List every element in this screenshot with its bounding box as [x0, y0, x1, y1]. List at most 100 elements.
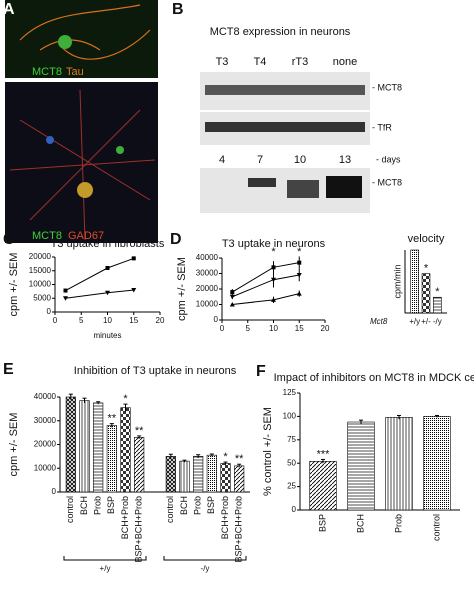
- days-label: - days: [376, 154, 401, 164]
- marker: [131, 288, 137, 293]
- x-tick-label: control: [431, 514, 441, 541]
- group-label: -/y: [201, 564, 210, 573]
- y-tick-label: 30000: [196, 269, 219, 278]
- panel-letter: A: [3, 1, 15, 18]
- bar: [410, 249, 419, 314]
- day-label: 7: [257, 154, 263, 166]
- bar: [421, 273, 431, 314]
- day-label: 4: [219, 154, 225, 166]
- bar: [347, 421, 375, 511]
- y-tick-label: 50: [287, 458, 296, 467]
- significance: **: [108, 413, 117, 425]
- panel-letter: D: [170, 231, 182, 248]
- significance: *: [424, 263, 429, 275]
- y-tick-label: 20000: [34, 440, 57, 449]
- significance: **: [135, 425, 144, 437]
- cell: [116, 146, 124, 154]
- band: [205, 122, 365, 132]
- chart-title: Inhibition of T3 uptake in neurons: [74, 365, 237, 377]
- lane-label: T3: [216, 56, 229, 68]
- stain-label: GAD67: [68, 230, 104, 242]
- bar: [234, 465, 245, 493]
- bar: [106, 425, 117, 493]
- lane-label: none: [333, 56, 357, 68]
- bar: [179, 460, 190, 493]
- blot-title: MCT8 expression in neurons: [210, 26, 351, 38]
- bar: [65, 396, 76, 493]
- x-tick-label: BSP: [106, 496, 116, 514]
- day-label: 13: [339, 154, 351, 166]
- group-label: +/y: [100, 564, 111, 573]
- x-tick-label: 0: [220, 324, 225, 333]
- panel-b: MCT8 expression in neurons - MCT8 - TfR …: [200, 26, 402, 213]
- marker: [271, 277, 276, 283]
- panel-letter: E: [3, 361, 14, 378]
- y-axis-label: % control +/- SEM: [262, 407, 274, 496]
- x-tick-label: Prob: [393, 514, 403, 533]
- panel-a: MCT8 Tau MCT8 GAD67: [5, 0, 158, 243]
- band-label: - MCT8: [372, 177, 402, 187]
- group-bracket: [63, 556, 147, 561]
- y-axis-label: cpm +/- SEM: [176, 257, 188, 321]
- significance: ***: [317, 448, 331, 460]
- marker: [296, 291, 302, 296]
- y-tick-label: 0: [47, 307, 52, 316]
- x-tick-label: BCH+Prob: [220, 496, 230, 539]
- band-label: - TfR: [372, 122, 392, 132]
- y-tick-label: 10000: [29, 280, 52, 289]
- band: [326, 176, 362, 198]
- cell: [77, 182, 93, 198]
- x-tick-label: 10: [103, 316, 112, 325]
- x-tick-label: BCH: [179, 496, 189, 515]
- bar: [165, 456, 176, 493]
- cell: [58, 35, 72, 49]
- x-tick-label: control: [165, 496, 175, 523]
- bar: [193, 456, 204, 493]
- y-tick-label: 125: [283, 388, 297, 397]
- panel-letter: F: [256, 363, 266, 380]
- stain-label: MCT8: [32, 66, 62, 78]
- x-tick-label: BSP+BCH+Prob: [134, 496, 144, 563]
- significance: *: [223, 451, 228, 463]
- y-tick-label: 5000: [33, 293, 51, 302]
- y-tick-label: 10000: [196, 300, 219, 309]
- stain-label: Tau: [66, 66, 84, 78]
- x-tick-label: 15: [129, 316, 138, 325]
- significance: *: [297, 246, 302, 258]
- significance: *: [271, 246, 276, 258]
- x-axis-label: Mct8: [370, 317, 388, 326]
- marker: [105, 266, 110, 270]
- chart-title: Impact of inhibitors on MCT8 in MDCK cel…: [274, 372, 474, 384]
- lane-label: T4: [254, 56, 267, 68]
- bar: [120, 407, 131, 493]
- micrograph: [5, 82, 158, 243]
- chart-title: velocity: [408, 233, 445, 245]
- y-tick-label: 10000: [34, 463, 57, 472]
- x-axis-label: minutes: [93, 331, 121, 340]
- x-tick-label: +/-: [421, 317, 431, 326]
- x-tick-label: BSP: [206, 496, 216, 514]
- x-tick-label: control: [65, 496, 75, 523]
- marker: [63, 296, 68, 301]
- bar: [220, 463, 231, 493]
- marker: [271, 265, 276, 270]
- marker: [271, 297, 276, 302]
- day-label: 10: [294, 154, 306, 166]
- x-tick-label: 10: [269, 324, 278, 333]
- y-tick-label: 75: [287, 435, 296, 444]
- band: [287, 180, 319, 198]
- y-tick-label: 30000: [34, 416, 57, 425]
- y-tick-label: 15000: [29, 266, 52, 275]
- marker: [229, 302, 235, 307]
- x-tick-label: BCH: [355, 514, 365, 533]
- marker: [230, 290, 235, 295]
- significance: **: [235, 453, 244, 465]
- y-tick-label: 25: [287, 482, 296, 491]
- band: [205, 85, 365, 95]
- x-tick-label: 20: [156, 316, 165, 325]
- group-bracket: [163, 556, 247, 561]
- series-line: [232, 293, 300, 305]
- x-tick-label: 20: [321, 324, 330, 333]
- neurite: [9, 89, 156, 241]
- y-tick-label: 20000: [29, 252, 52, 261]
